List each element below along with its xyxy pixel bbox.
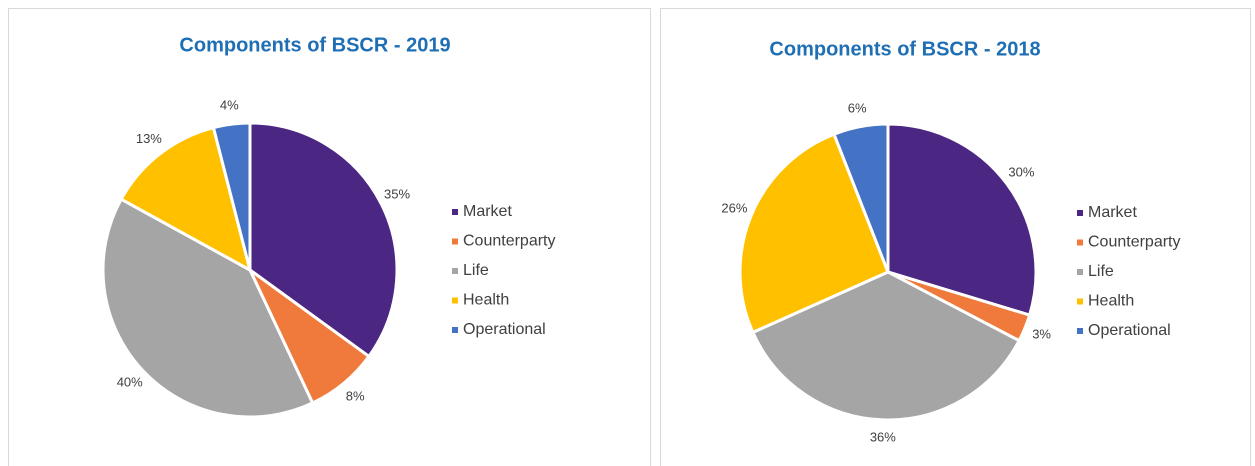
data-label: 35% <box>384 187 410 202</box>
legend-label: Counterparty <box>1088 234 1181 251</box>
pie-slice <box>750 270 1022 422</box>
pie-slice <box>832 122 890 273</box>
legend-label: Operational <box>1088 322 1171 339</box>
legend-marker <box>1077 328 1083 334</box>
legend-label: Market <box>1088 204 1137 221</box>
legend-marker <box>1077 239 1083 246</box>
legend-marker <box>452 327 458 333</box>
data-label: 4% <box>220 98 239 113</box>
data-label: 40% <box>117 374 143 389</box>
pie-slice <box>738 132 890 335</box>
data-label: 13% <box>136 131 162 146</box>
data-label: 36% <box>870 429 896 444</box>
chart-title: Components of BSCR - 2019 <box>179 34 450 56</box>
legend-marker <box>452 238 458 245</box>
legend-marker <box>1077 269 1083 275</box>
legend-marker <box>452 209 458 215</box>
legend-marker <box>1077 298 1083 305</box>
data-label: 8% <box>346 389 365 404</box>
legend-label: Counterparty <box>463 233 556 250</box>
chart-title: Components of BSCR - 2018 <box>769 38 1040 60</box>
pie-slice <box>211 121 252 271</box>
legend-marker <box>452 297 458 304</box>
pie-slice <box>119 125 253 273</box>
data-label: 26% <box>721 201 747 216</box>
legend-label: Health <box>1088 293 1134 310</box>
legend-label: Market <box>463 203 512 220</box>
pie-slice <box>101 197 315 419</box>
legend-label: Life <box>463 262 489 279</box>
legend-label: Life <box>1088 263 1114 280</box>
legend-marker <box>1077 210 1083 216</box>
legend-marker <box>452 268 458 274</box>
legend-label: Health <box>463 292 509 309</box>
pie-slice <box>248 121 399 359</box>
data-label: 30% <box>1008 165 1034 180</box>
legend-label: Operational <box>463 321 546 338</box>
data-label: 3% <box>1032 326 1051 341</box>
pie-slice <box>886 122 1038 317</box>
data-label: 6% <box>848 100 867 115</box>
